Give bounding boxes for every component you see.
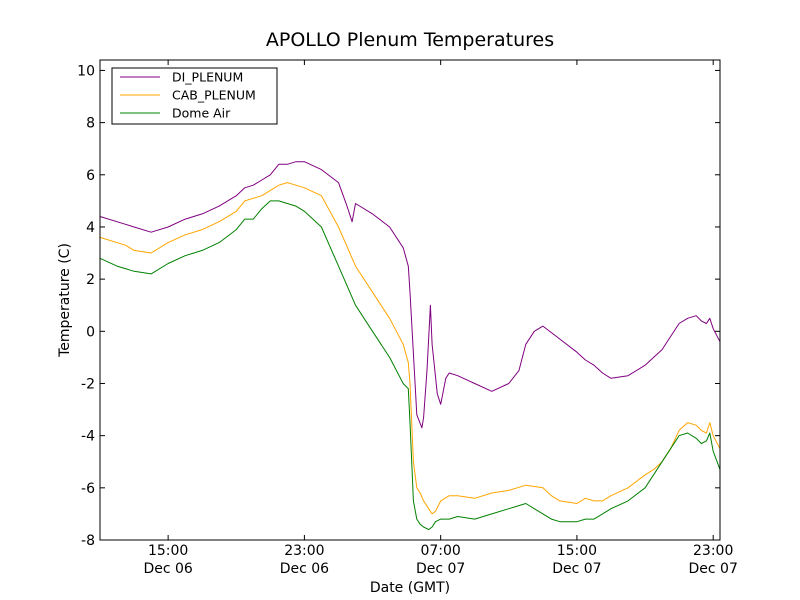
series-line-cab-plenum bbox=[99, 182, 721, 515]
y-tick-label: -6 bbox=[81, 481, 95, 497]
legend-label: CAB_PLENUM bbox=[172, 88, 256, 103]
legend-label: Dome Air bbox=[172, 106, 231, 121]
x-tick-label-date: Dec 06 bbox=[280, 561, 329, 577]
x-tick-label-time: 07:00 bbox=[420, 543, 460, 559]
y-axis: -8 -6 -4 -2 0 2 4 6 8 10 bbox=[77, 63, 720, 549]
y-tick-label: -2 bbox=[81, 376, 95, 392]
y-tick-label: 10 bbox=[77, 63, 95, 79]
x-axis: 15:00 Dec 06 23:00 Dec 06 07:00 Dec 07 15:00 De… bbox=[143, 60, 738, 577]
x-axis-label: Date (GMT) bbox=[370, 580, 450, 596]
x-tick-label-date: Dec 07 bbox=[416, 561, 465, 577]
y-tick-label: -8 bbox=[81, 533, 95, 549]
chart-title: APOLLO Plenum Temperatures bbox=[266, 29, 554, 51]
x-tick-label-date: Dec 07 bbox=[552, 561, 601, 577]
series-layer bbox=[99, 161, 721, 531]
x-tick-label-time: 15:00 bbox=[148, 543, 188, 559]
x-tick-label-time: 23:00 bbox=[693, 543, 733, 559]
y-tick-label: 6 bbox=[86, 168, 95, 184]
legend: DI_PLENUM CAB_PLENUM Dome Air bbox=[111, 67, 278, 125]
series-line-dome-air bbox=[99, 200, 721, 531]
x-tick-label-date: Dec 07 bbox=[689, 561, 738, 577]
x-tick-label-time: 15:00 bbox=[557, 543, 597, 559]
legend-label: DI_PLENUM bbox=[172, 70, 243, 85]
plot-frame bbox=[99, 59, 721, 541]
y-tick-label: -4 bbox=[81, 429, 95, 445]
y-axis-label: Temperature (C) bbox=[57, 243, 73, 358]
y-tick-label: 4 bbox=[86, 220, 95, 236]
series-line-di-plenum bbox=[99, 161, 721, 429]
x-tick-label-time: 23:00 bbox=[284, 543, 324, 559]
y-tick-label: 2 bbox=[86, 272, 95, 288]
x-tick-label-date: Dec 06 bbox=[143, 561, 192, 577]
y-tick-label: 0 bbox=[86, 324, 95, 340]
y-tick-label: 8 bbox=[86, 116, 95, 132]
